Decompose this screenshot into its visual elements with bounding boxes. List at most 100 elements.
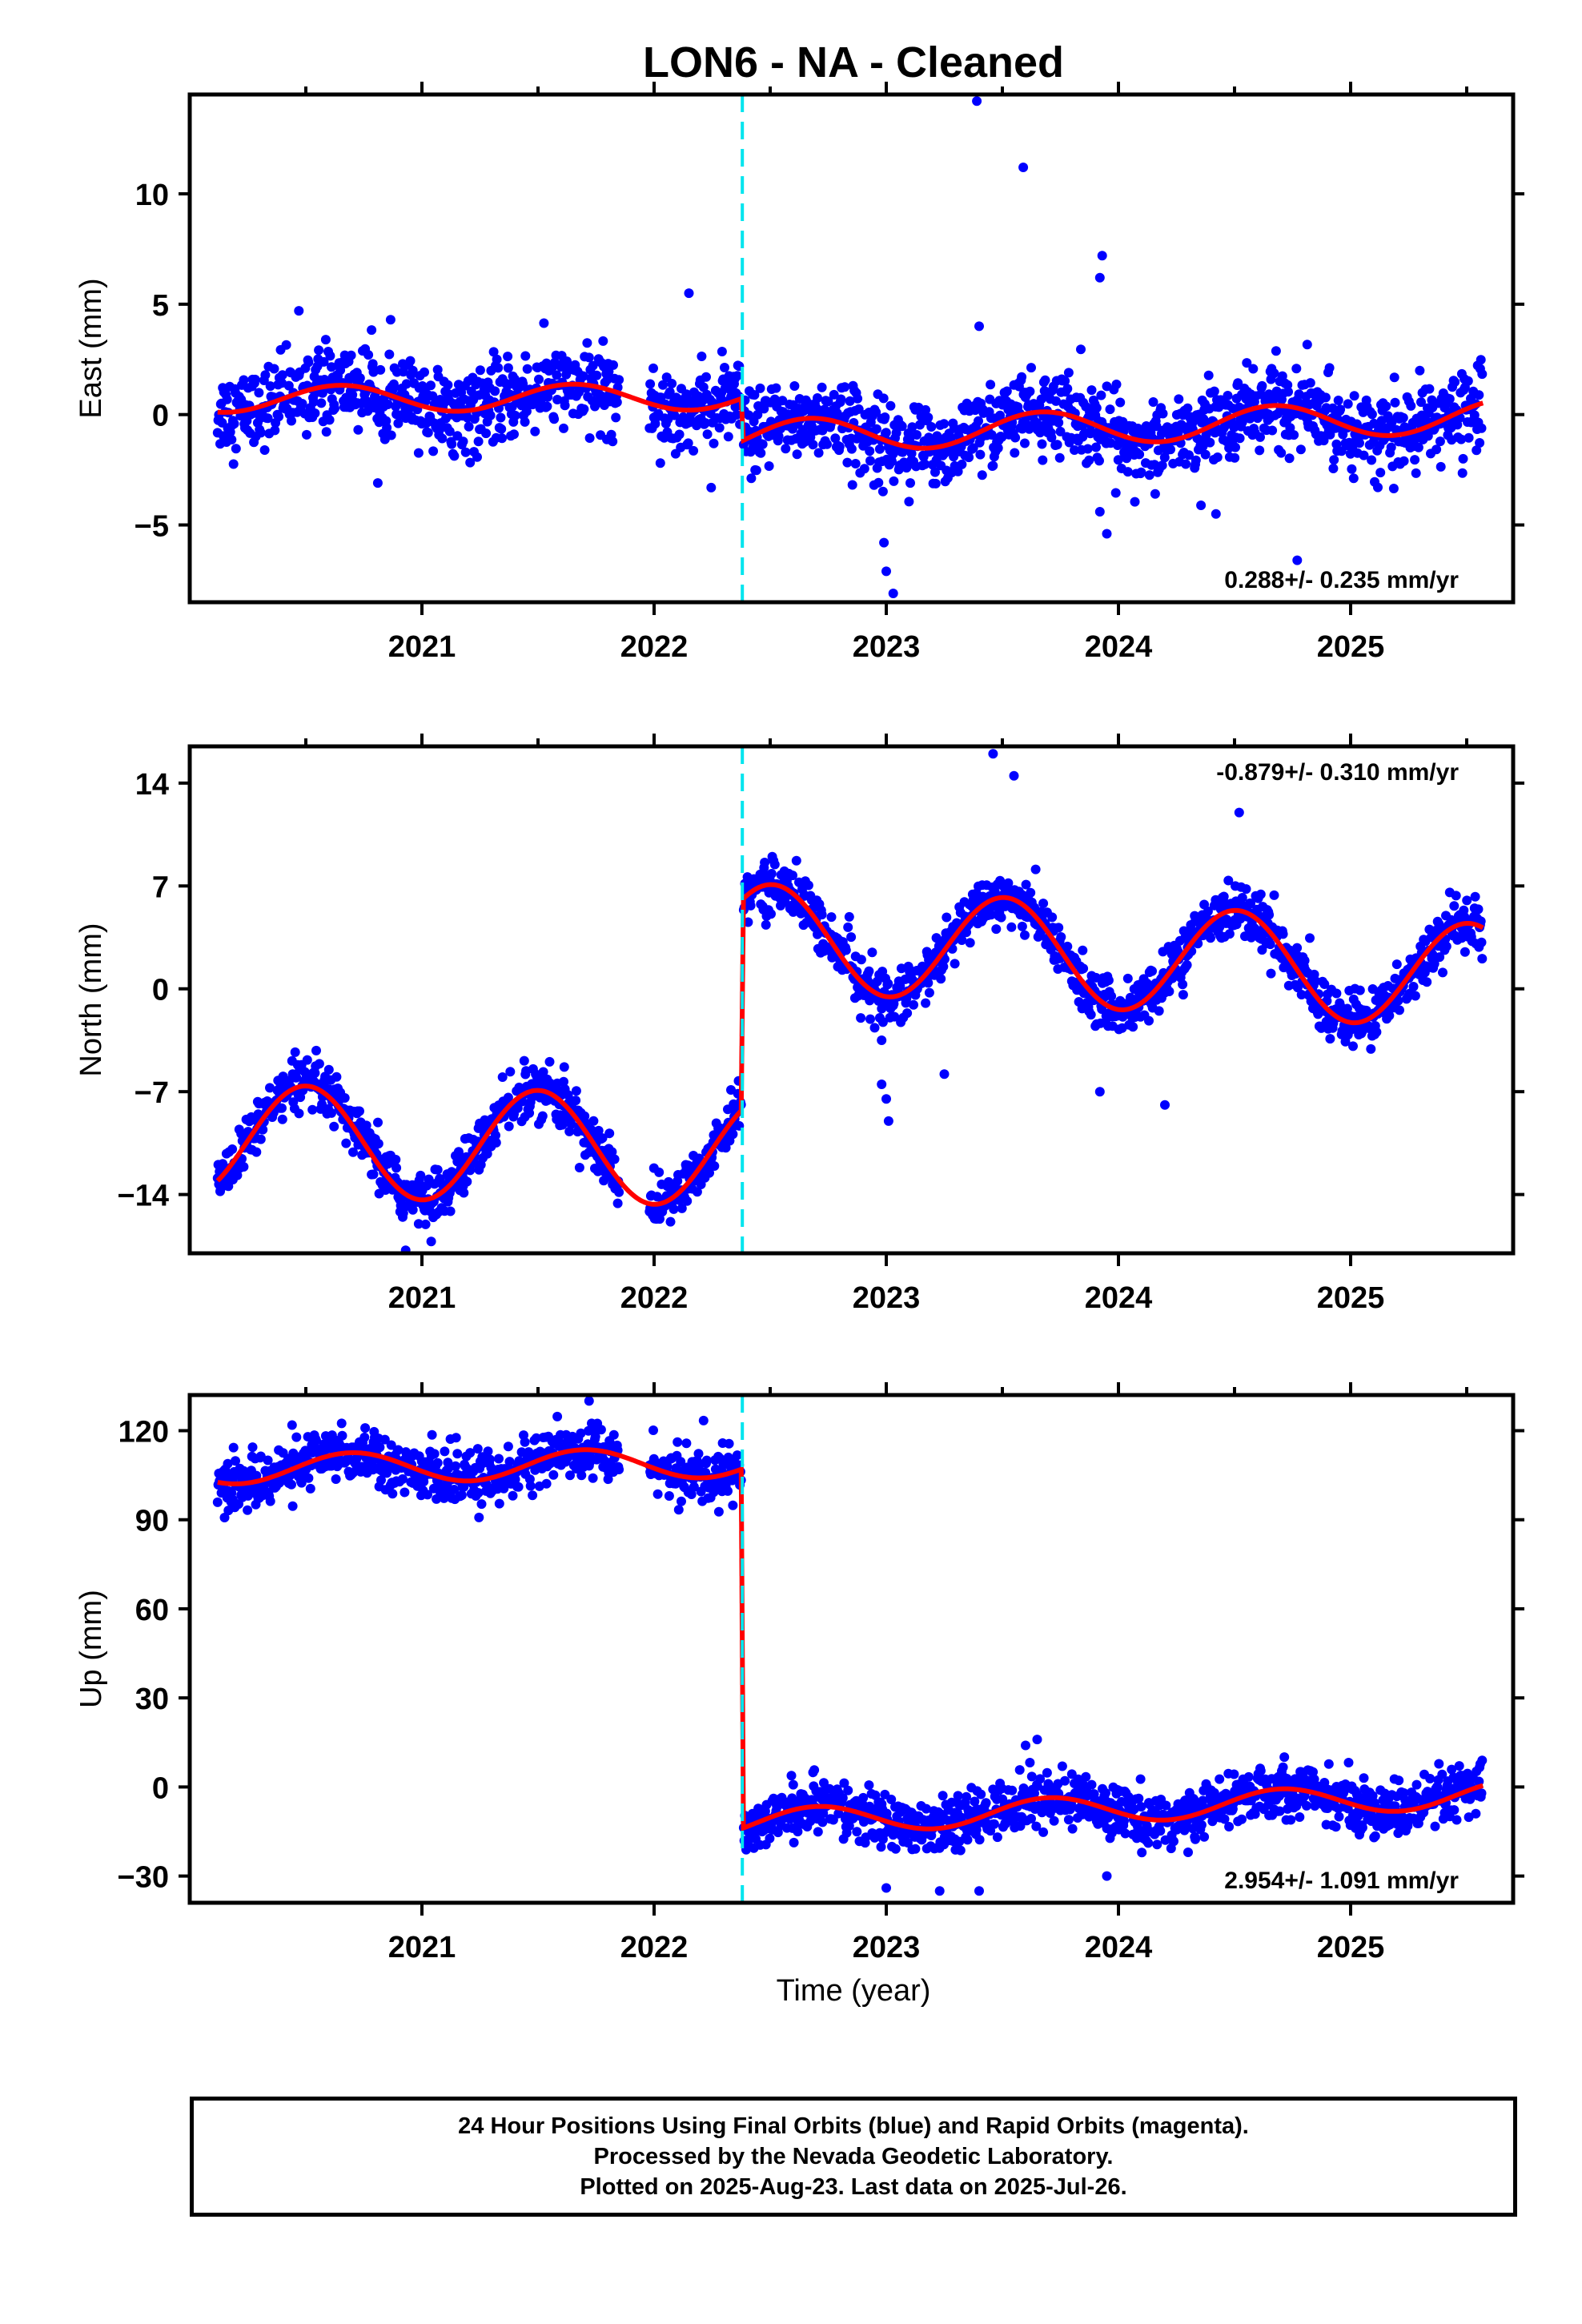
data-point [1191,455,1201,465]
data-point [519,1055,529,1066]
east-trend-label: 0.288+/- 0.235 mm/yr [1224,567,1459,593]
data-point [1462,895,1472,906]
data-point [689,445,699,456]
data-point [846,444,857,454]
data-point [1056,932,1066,942]
data-point [1026,363,1036,373]
data-point [548,1470,559,1480]
data-point [853,393,863,404]
data-point [437,433,448,444]
data-point [1184,450,1194,460]
data-point [1406,400,1416,411]
data-point [485,410,496,420]
data-point [1020,930,1030,940]
data-point [936,974,946,984]
data-point [1212,452,1223,462]
data-point [895,981,905,991]
data-point [697,352,707,361]
data-point [921,998,931,1008]
data-point [986,380,996,390]
data-point [765,1833,775,1844]
data-point [1136,467,1146,477]
data-point [447,439,457,449]
data-point [331,1474,341,1484]
data-point [1057,1761,1067,1771]
data-point [823,396,833,407]
data-point [491,1130,500,1140]
data-point [1316,1023,1327,1033]
data-point-outlier [1292,555,1303,565]
data-point [1269,890,1279,900]
data-point [728,1500,738,1510]
data-point [938,962,949,971]
data-point [1324,363,1335,373]
data-point [1113,455,1123,465]
data-point [1026,1771,1037,1782]
data-point [755,383,765,393]
data-point [658,380,668,390]
data-point [1062,384,1073,394]
data-point [274,412,284,422]
data-point [503,1441,513,1452]
data-point [1200,449,1211,460]
data-point [1399,456,1409,466]
data-point [497,1072,508,1082]
data-point [227,435,237,444]
data-point [813,393,822,403]
data-point [308,396,319,407]
data-point [608,360,618,370]
data-point [321,427,331,437]
data-point [247,1442,258,1453]
data-point [859,464,869,474]
data-point [291,1432,302,1442]
data-point [508,1490,518,1501]
data-point [1328,464,1339,473]
data-point [883,979,893,989]
data-point [494,1454,504,1464]
data-point [1020,438,1030,448]
data-point [559,1062,569,1072]
data-point [413,1219,424,1229]
data-point [1408,982,1419,991]
data-point [1359,450,1369,460]
data-point [380,1185,391,1195]
data-point [1476,937,1487,947]
data-point [1264,910,1275,920]
data-point [836,394,846,404]
data-point [251,1470,262,1481]
data-point [880,412,890,422]
data-point [1473,904,1484,915]
data-point [867,947,877,958]
data-point [955,1845,966,1856]
data-point [296,1478,307,1488]
data-point [842,457,853,468]
data-point [239,375,249,385]
data-point [986,430,997,440]
data-point [965,938,975,948]
data-point [669,1204,679,1214]
data-point [302,429,311,440]
data-point [1233,378,1243,388]
data-point [905,434,915,444]
data-point [977,470,987,480]
data-point [265,1496,275,1506]
data-point [614,1465,624,1474]
data-point [513,1482,524,1492]
data-point [427,1429,437,1440]
data-point [385,315,396,325]
data-point [265,1083,275,1093]
data-point [391,1155,401,1164]
data-point [834,441,845,452]
data-point [732,410,742,420]
data-point [1081,1771,1091,1782]
data-point [1196,501,1207,510]
data-point [1296,990,1307,999]
data-point [530,426,540,436]
data-point [1398,412,1408,423]
data-point [537,1111,548,1121]
data-point [1063,368,1074,378]
data-point [1470,891,1480,902]
y-tick-label: 0 [152,400,169,433]
data-point [957,459,967,469]
north-trend-label: -0.879+/- 0.310 mm/yr [1216,759,1459,786]
